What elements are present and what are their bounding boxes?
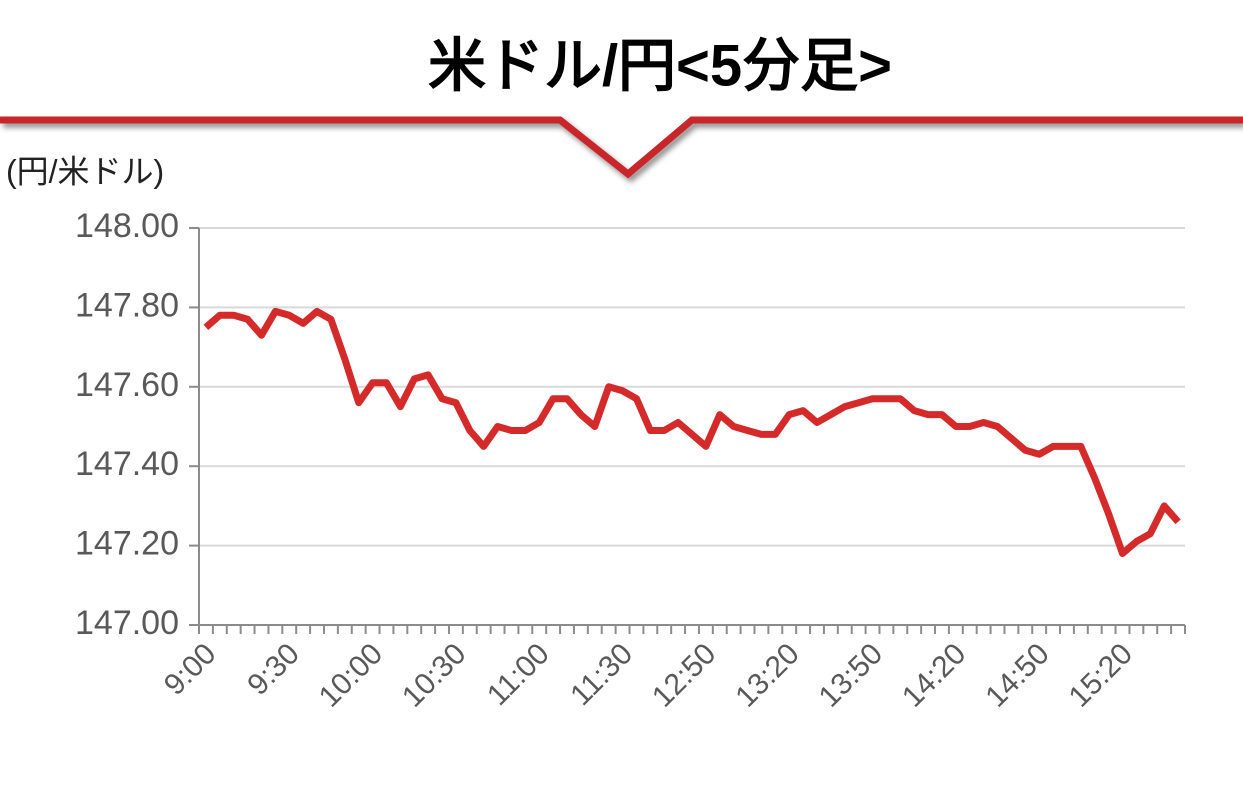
x-tick-label: 13:20 [729,637,805,713]
x-tick-label: 14:20 [896,637,972,713]
x-tick-label: 15:20 [1063,637,1139,713]
x-tick-label: 13:50 [813,637,889,713]
data-line [203,307,1181,557]
x-tick-label: 12:50 [646,637,722,713]
x-tick-label: 11:00 [481,637,556,712]
y-tick-label: 147.00 [75,604,179,642]
x-tick-label: 11:30 [564,637,639,712]
x-tick-label: 9:30 [241,637,306,702]
x-tick-label: 14:50 [979,637,1055,713]
plot-area: 147.00 147.20 147.40 147.60 147.80 148.00 9:00… [75,207,1186,714]
x-tick-label: 10:30 [396,637,472,713]
title-divider [0,116,1243,179]
y-axis-label: (円/米ドル) [6,153,164,189]
y-tick-label: 147.20 [75,525,179,563]
x-tick-label: 9:00 [158,637,223,702]
y-tick-label: 147.40 [75,445,179,483]
y-tick-label: 148.00 [75,207,179,245]
x-tick-label: 10:00 [313,637,389,713]
y-tick-label: 147.60 [75,366,179,404]
chart-title: 米ドル/円<5分足> [428,33,892,98]
y-tick-label: 147.80 [75,286,179,324]
